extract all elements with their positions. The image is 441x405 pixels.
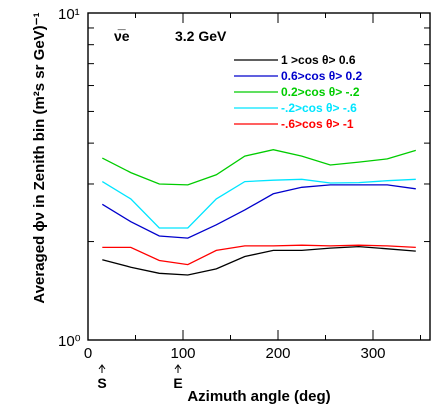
y-tick-label-bottom: 10⁰ <box>58 333 81 350</box>
series-line-2 <box>101 184 416 239</box>
y-tick-label-top: 10¹ <box>58 6 80 23</box>
x-axis-title: Azimuth angle (deg) <box>187 388 330 405</box>
series-line-4 <box>101 178 416 229</box>
axis-ticks <box>87 13 430 340</box>
series-line-1 <box>102 245 416 276</box>
legend: 1 >cos θ> 0.6 0.6>cos θ> 0.2 0.2>cos θ> -.… <box>234 53 363 131</box>
east-marker: E <box>173 364 183 391</box>
legend-label-5: -.6>cos θ> -1 <box>281 117 354 131</box>
legend-label-1: 1 >cos θ> 0.6 <box>281 53 356 67</box>
flavor-label: ν̅e <box>114 28 130 44</box>
x-tick-label-100: 100 <box>170 345 195 362</box>
series-line-3 <box>102 149 416 186</box>
x-tick-label-200: 200 <box>265 345 290 362</box>
legend-label-2: 0.6>cos θ> 0.2 <box>281 69 363 83</box>
x-tick-label-0: 0 <box>84 345 92 362</box>
plot-frame <box>87 12 431 341</box>
chart-title: 3.2 GeV <box>175 28 227 44</box>
series-lines <box>101 149 416 276</box>
south-label: S <box>97 375 106 391</box>
y-axis-title: Averaged ϕν in Zenith bin (m²s sr GeV)⁻¹ <box>31 12 48 303</box>
x-tick-label-300: 300 <box>360 345 385 362</box>
legend-label-4: -.2>cos θ> -.6 <box>281 101 357 115</box>
east-label: E <box>173 375 182 391</box>
legend-label-3: 0.2>cos θ> -.2 <box>281 85 360 99</box>
south-marker: S <box>97 364 107 391</box>
series-line-5 <box>102 244 416 266</box>
